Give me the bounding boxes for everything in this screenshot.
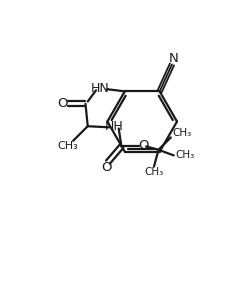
Text: O: O [101, 161, 112, 174]
Text: CH₃: CH₃ [171, 128, 190, 139]
Text: HN: HN [91, 82, 109, 95]
Text: O: O [57, 97, 68, 110]
Text: O: O [137, 139, 148, 152]
Text: CH₃: CH₃ [174, 150, 193, 160]
Text: CH₃: CH₃ [58, 141, 78, 151]
Text: NH: NH [104, 120, 123, 133]
Text: N: N [168, 52, 178, 65]
Text: CH₃: CH₃ [144, 166, 163, 177]
